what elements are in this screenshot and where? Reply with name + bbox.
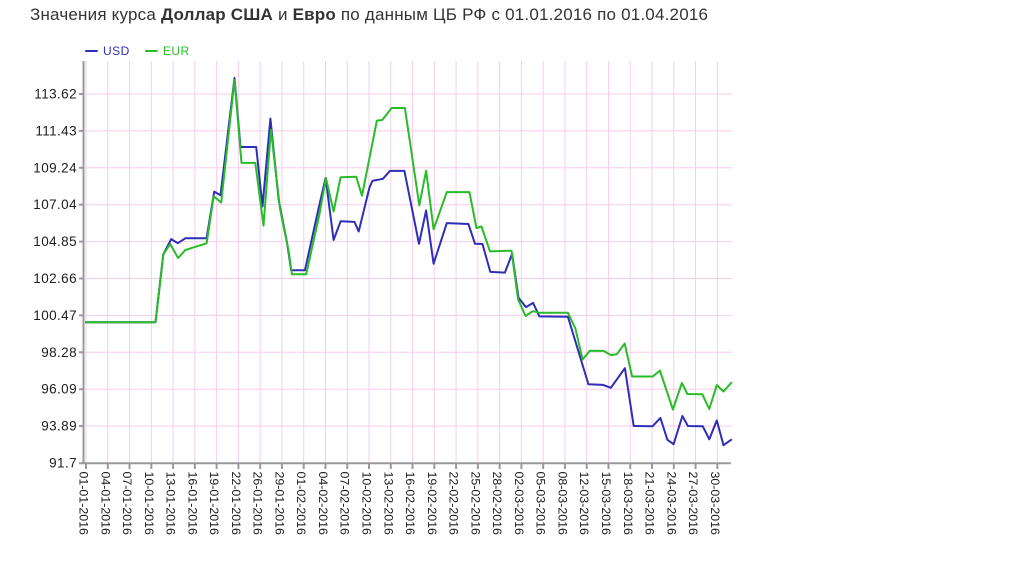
- svg-text:98.28: 98.28: [41, 345, 77, 360]
- svg-text:93.89: 93.89: [41, 419, 77, 434]
- svg-text:18-03-2016: 18-03-2016: [621, 472, 635, 535]
- svg-text:07-02-2016: 07-02-2016: [338, 472, 352, 535]
- svg-text:27-03-2016: 27-03-2016: [686, 472, 700, 535]
- svg-text:21-03-2016: 21-03-2016: [643, 472, 657, 535]
- svg-text:30-03-2016: 30-03-2016: [708, 472, 722, 535]
- svg-text:109.24: 109.24: [33, 160, 77, 175]
- svg-text:04-02-2016: 04-02-2016: [316, 472, 330, 535]
- svg-text:13-02-2016: 13-02-2016: [381, 472, 395, 535]
- svg-text:22-01-2016: 22-01-2016: [229, 472, 243, 535]
- svg-text:111.43: 111.43: [35, 123, 77, 138]
- svg-text:25-02-2016: 25-02-2016: [468, 472, 482, 535]
- svg-text:05-03-2016: 05-03-2016: [534, 472, 548, 535]
- svg-text:15-03-2016: 15-03-2016: [599, 472, 613, 535]
- svg-text:107.04: 107.04: [33, 197, 77, 212]
- svg-text:12-03-2016: 12-03-2016: [577, 472, 591, 535]
- svg-text:104.85: 104.85: [33, 234, 77, 249]
- svg-text:19-01-2016: 19-01-2016: [207, 472, 221, 535]
- svg-text:10-01-2016: 10-01-2016: [142, 472, 156, 535]
- svg-text:07-01-2016: 07-01-2016: [120, 472, 134, 535]
- svg-text:24-03-2016: 24-03-2016: [664, 472, 678, 535]
- svg-text:10-02-2016: 10-02-2016: [360, 472, 374, 535]
- svg-text:04-01-2016: 04-01-2016: [98, 472, 112, 535]
- svg-text:01-01-2016: 01-01-2016: [77, 472, 91, 535]
- svg-text:01-02-2016: 01-02-2016: [294, 472, 308, 535]
- svg-text:96.09: 96.09: [41, 382, 77, 397]
- svg-text:26-01-2016: 26-01-2016: [251, 472, 265, 535]
- svg-text:08-03-2016: 08-03-2016: [555, 472, 569, 535]
- svg-text:16-02-2016: 16-02-2016: [403, 472, 417, 535]
- svg-text:113.62: 113.62: [34, 87, 77, 102]
- svg-text:29-01-2016: 29-01-2016: [272, 472, 286, 535]
- svg-text:100.47: 100.47: [33, 308, 77, 323]
- svg-text:22-02-2016: 22-02-2016: [447, 472, 461, 535]
- svg-text:13-01-2016: 13-01-2016: [164, 472, 178, 535]
- svg-text:102.66: 102.66: [33, 271, 77, 286]
- svg-text:28-02-2016: 28-02-2016: [490, 472, 504, 535]
- svg-text:19-02-2016: 19-02-2016: [425, 472, 439, 535]
- svg-text:02-03-2016: 02-03-2016: [512, 472, 526, 535]
- svg-text:91.7: 91.7: [49, 456, 77, 471]
- svg-text:16-01-2016: 16-01-2016: [185, 472, 199, 535]
